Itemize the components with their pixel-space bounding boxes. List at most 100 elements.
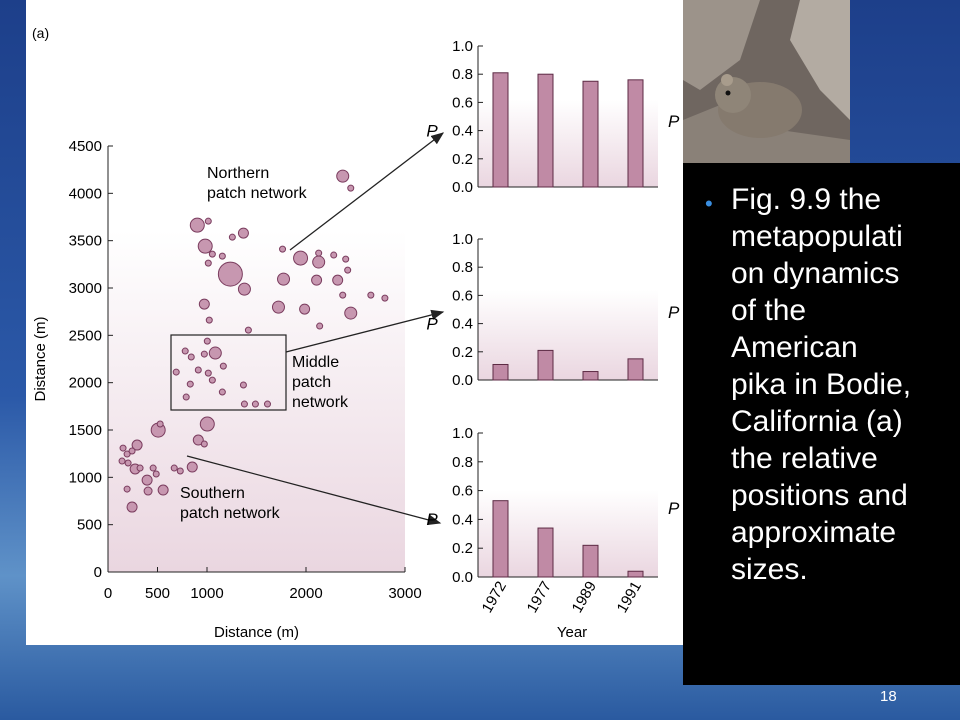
patch <box>200 440 208 448</box>
patch <box>336 169 350 183</box>
annotation: Middle <box>292 354 339 371</box>
x-tick-label: 1000 <box>190 585 223 602</box>
patch <box>299 303 311 315</box>
y-tick-label: 0.0 <box>452 569 473 586</box>
patch <box>347 184 355 192</box>
patch <box>217 261 243 287</box>
patch <box>156 420 164 428</box>
side-label: P <box>668 112 680 131</box>
patch <box>152 470 160 478</box>
bar <box>582 544 599 578</box>
y-tick-label: 0.4 <box>452 316 473 333</box>
patch <box>172 368 180 376</box>
patch <box>124 459 132 467</box>
x-axis-label: Distance (m) <box>214 624 299 641</box>
patch <box>311 274 323 286</box>
y-tick-label: 1.0 <box>452 425 473 442</box>
bullet-line: metapopulati <box>731 220 903 253</box>
patch <box>205 316 213 324</box>
annotation: patch <box>292 374 331 391</box>
x-tick-label: 500 <box>145 585 170 602</box>
patch <box>228 233 236 241</box>
y-tick-label: 4500 <box>69 138 102 155</box>
y-tick-label: 0.6 <box>452 287 473 304</box>
patch <box>181 347 189 355</box>
y-tick-label: 0.4 <box>452 123 473 140</box>
patch <box>204 217 212 225</box>
y-tick-label: 0.0 <box>452 372 473 389</box>
patch <box>271 300 285 314</box>
patch <box>293 250 309 266</box>
annotation: patch network <box>180 505 281 522</box>
y-tick-label: 0.6 <box>452 94 473 111</box>
bar <box>582 80 599 188</box>
patch <box>119 444 127 452</box>
annotation: network <box>292 394 349 411</box>
y-axis-label: Distance (m) <box>32 316 49 401</box>
bullet-box: • Fig. 9.9 the metapopulati on dynamics of t… <box>683 163 960 685</box>
arrow <box>289 132 445 251</box>
annotation: patch network <box>207 185 308 202</box>
patch <box>208 346 222 360</box>
bar <box>492 72 509 188</box>
bar <box>627 358 644 381</box>
y-tick-label: 2500 <box>69 327 102 344</box>
bar <box>537 73 554 188</box>
bullet-line: positions and <box>731 479 908 512</box>
annotation: Southern <box>180 485 245 502</box>
patch <box>136 464 144 472</box>
patch <box>312 255 326 269</box>
patch <box>186 380 194 388</box>
patch <box>200 350 208 358</box>
bar <box>492 500 509 578</box>
bullet-line: Fig. 9.9 the <box>731 183 882 216</box>
patch <box>123 450 131 458</box>
patch <box>316 322 324 330</box>
patch <box>251 400 259 408</box>
patch <box>187 353 195 361</box>
patch <box>218 252 226 260</box>
y-axis-label: P <box>426 510 438 529</box>
y-tick-label: 1000 <box>69 469 102 486</box>
y-tick-label: 4000 <box>69 185 102 202</box>
bar <box>627 79 644 188</box>
y-tick-label: 0.2 <box>452 344 473 361</box>
bar <box>627 570 644 578</box>
patch <box>237 227 249 239</box>
patch <box>240 400 248 408</box>
y-tick-label: 2000 <box>69 375 102 392</box>
panel-label: (a) <box>32 25 49 41</box>
patch <box>367 291 375 299</box>
patch <box>204 259 212 267</box>
y-tick-label: 500 <box>77 517 102 534</box>
arrow <box>285 309 445 353</box>
y-tick-label: 0.2 <box>452 151 473 168</box>
side-label: P <box>668 303 680 322</box>
patch <box>126 501 138 513</box>
patch <box>182 393 190 401</box>
bullet-line: of the <box>731 294 807 327</box>
patch <box>277 272 291 286</box>
patch <box>208 376 216 384</box>
side-label: P <box>668 499 680 518</box>
bullet-line: sizes. <box>731 553 808 586</box>
patch <box>131 439 143 451</box>
y-tick-label: 0.8 <box>452 259 473 276</box>
patch <box>157 484 169 496</box>
patch <box>170 464 178 472</box>
patch <box>208 250 216 258</box>
patch <box>381 294 389 302</box>
y-tick-label: 3500 <box>69 233 102 250</box>
bullet-dot: • <box>705 191 713 216</box>
patch <box>176 467 184 475</box>
patch <box>118 457 126 465</box>
patch <box>198 298 210 310</box>
y-axis-label: P <box>426 315 438 334</box>
y-tick-label: 0.0 <box>452 179 473 196</box>
y-tick-label: 0.6 <box>452 483 473 500</box>
photo <box>683 0 850 163</box>
patch <box>279 245 287 253</box>
x-tick-label: 0 <box>104 585 112 602</box>
middle-box <box>170 334 287 411</box>
